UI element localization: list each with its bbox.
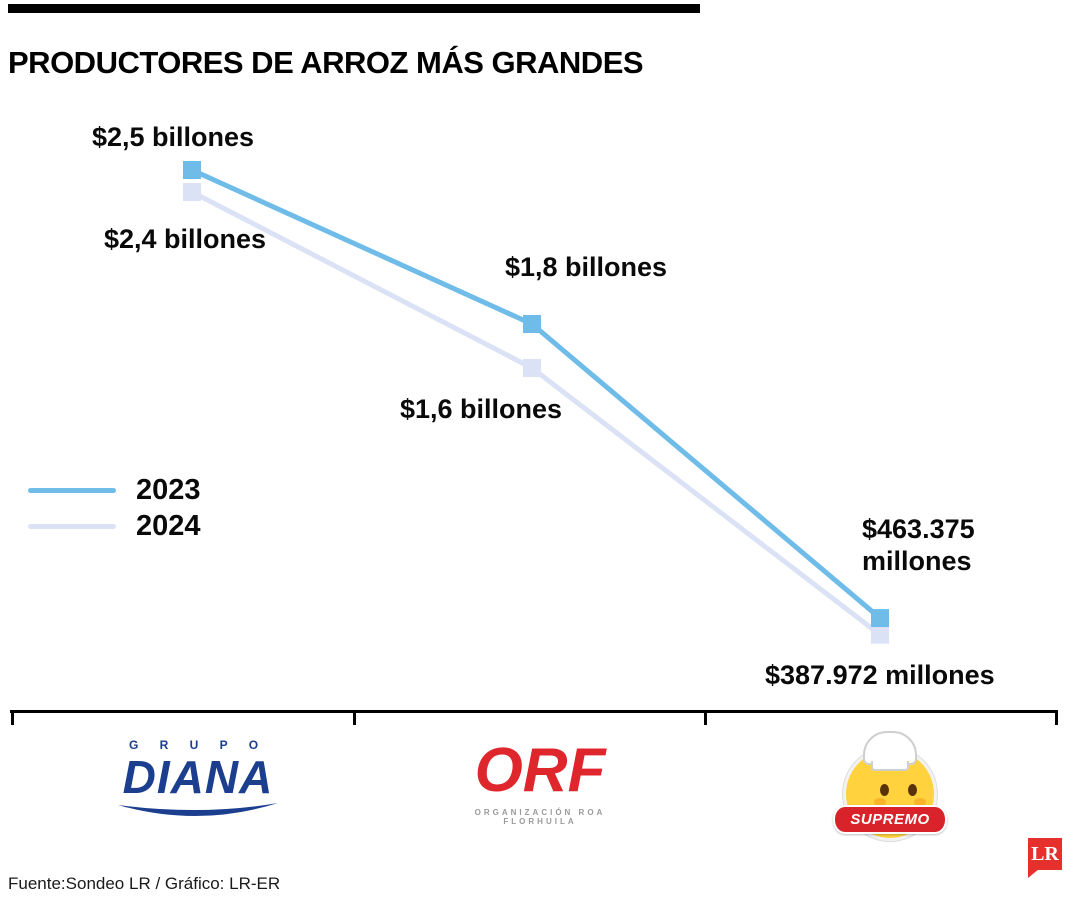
chart-legend: 2023 2024: [28, 472, 201, 544]
lr-brand-logo: LR: [1028, 838, 1062, 878]
data-label-2023-orf: $1,8 billones: [505, 252, 668, 282]
mascot-cheek-icon: [874, 798, 886, 806]
data-label-2023-diana: $2,5 billones: [92, 122, 255, 152]
data-label-2024-diana: $2,4 billones: [104, 224, 267, 254]
diana-swoosh-icon: [118, 803, 278, 817]
data-label-2023-supremo: $463.375 millones: [862, 514, 975, 576]
supremo-wordmark: SUPREMO: [833, 805, 947, 834]
source-credit: Fuente:Sondeo LR / Gráfico: LR-ER: [8, 874, 281, 893]
diana-wordmark: DIANA: [122, 751, 274, 803]
legend-item-2024: 2024: [28, 508, 201, 544]
orf-caption-text: ORGANIZACIÓN ROA FLORHUILA: [474, 808, 606, 826]
data-label-2024-supremo: $387.972 millones: [765, 660, 995, 690]
orf-wordmark: ORF: [474, 736, 606, 805]
x-axis-tick: [11, 710, 14, 725]
mascot-cheek-icon: [914, 798, 926, 806]
x-axis-tick: [1055, 710, 1058, 725]
mascot-eye-icon: [880, 784, 889, 796]
page-title: PRODUCTORES DE ARROZ MÁS GRANDES: [8, 44, 644, 80]
lr-logo-text: LR: [1031, 842, 1059, 865]
legend-label-2024: 2024: [136, 509, 201, 542]
data-label-2024-orf: $1,6 billones: [400, 394, 563, 424]
legend-swatch-2023: [28, 487, 116, 493]
x-axis-line: [10, 710, 1058, 713]
title-rule-bar: [8, 4, 700, 13]
x-axis-tick: [704, 710, 707, 725]
x-axis-tick: [353, 710, 356, 725]
orf-logo: ORF ORGANIZACIÓN ROA FLORHUILA: [445, 736, 635, 827]
chef-hat-icon: [863, 731, 917, 771]
diana-grupo-text: G R U P O: [128, 738, 268, 752]
mascot-eye-icon: [908, 784, 917, 796]
legend-label-2023: 2023: [136, 473, 201, 506]
legend-swatch-2024: [28, 523, 116, 529]
grupo-diana-logo: G R U P O DIANA: [108, 738, 288, 822]
supremo-logo: SUPREMO: [833, 731, 947, 843]
legend-item-2023: 2023: [28, 472, 201, 508]
